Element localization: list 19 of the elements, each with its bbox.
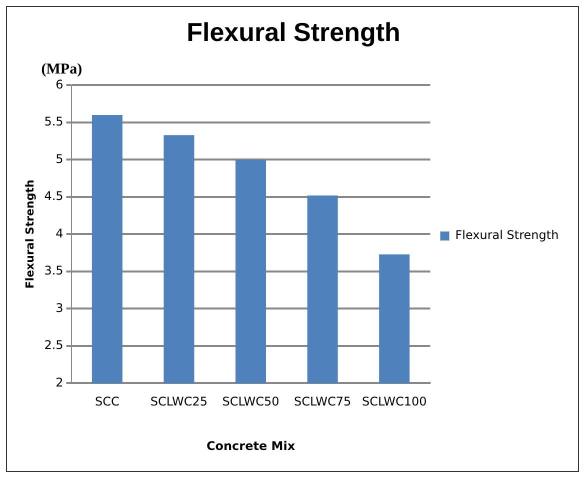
y-tick-label: 6 bbox=[56, 77, 64, 92]
x-tick-label: SCLWC25 bbox=[150, 394, 208, 409]
x-tick-label: SCLWC50 bbox=[222, 394, 280, 409]
text: (MPa) bbox=[41, 62, 82, 78]
y-tick-label: 3.5 bbox=[44, 264, 64, 278]
chart-title: Flexural Strength bbox=[186, 16, 400, 47]
y-axis-title: Flexural Strength bbox=[23, 180, 36, 289]
y-tick-label: 4 bbox=[56, 226, 64, 240]
x-tick-label: SCLWC75 bbox=[294, 394, 352, 409]
y-tick-label: 5 bbox=[56, 152, 64, 166]
y-tick-label: 2.5 bbox=[44, 338, 64, 352]
y-tick-label: 3 bbox=[56, 300, 64, 315]
legend-label: Flexural Strength bbox=[455, 228, 559, 242]
x-axis-title: Concrete Mix bbox=[206, 438, 296, 453]
x-tick-label: SCLWC100 bbox=[362, 394, 427, 409]
x-tick-label: SCC bbox=[94, 394, 120, 409]
y-tick-label: 2 bbox=[56, 375, 64, 390]
y-tick-label: 4.5 bbox=[44, 189, 64, 204]
y-tick-label: 5.5 bbox=[44, 114, 64, 129]
